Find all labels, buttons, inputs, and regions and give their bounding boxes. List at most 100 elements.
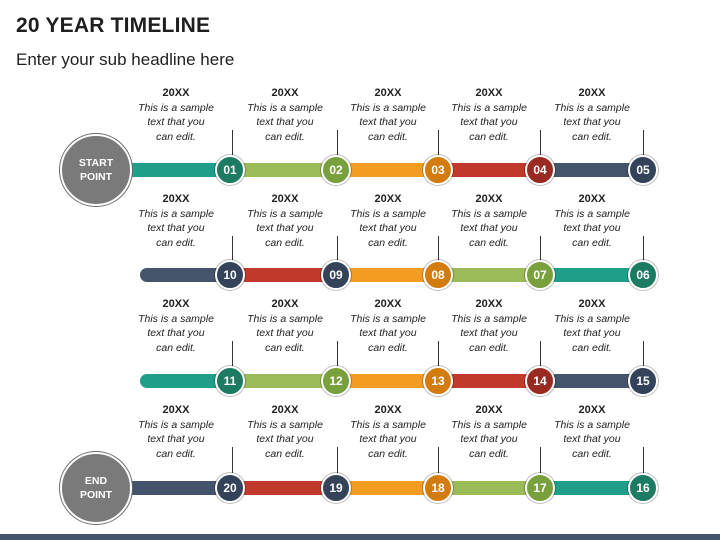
milestone-node: 04 (525, 155, 555, 185)
milestone-connector (232, 447, 233, 473)
milestone-year: 20XX (578, 404, 606, 416)
milestone-description: can edit. (368, 447, 408, 460)
milestone-connector (540, 130, 541, 155)
timeline-bar-segment (230, 481, 336, 495)
milestone-node: 17 (525, 473, 555, 503)
milestone-connector (337, 130, 338, 155)
milestone-description: text that you (147, 433, 205, 445)
milestone-description: text that you (563, 327, 621, 339)
milestone-description: text that you (147, 327, 205, 339)
milestone-node: 05 (628, 155, 658, 185)
milestone-node: 15 (628, 366, 658, 396)
milestone-node: 06 (628, 260, 658, 290)
milestone-connector (337, 341, 338, 366)
milestone-label: 20XX This is a sample text that you can edi… (542, 192, 642, 250)
milestone-description: This is a sample (350, 101, 426, 114)
milestone-label: 20XX This is a sample text that you can edi… (126, 297, 226, 355)
milestone-node: 07 (525, 260, 555, 290)
milestone-description: can edit. (368, 236, 408, 249)
milestone-description: can edit. (156, 341, 196, 354)
milestone-description: This is a sample (138, 207, 214, 220)
timeline-bar-segment (128, 163, 230, 177)
milestone-description: This is a sample (138, 418, 214, 431)
milestone-label: 20XX This is a sample text that you can edi… (126, 403, 226, 461)
timeline-bar-segment (540, 268, 643, 282)
milestone-label: 20XX This is a sample text that you can edi… (439, 403, 539, 461)
end-label-line2: POINT (79, 489, 113, 501)
milestone-description: text that you (256, 327, 314, 339)
milestone-description: text that you (256, 433, 314, 445)
milestone-description: This is a sample (451, 101, 527, 114)
timeline-bar-segment (140, 268, 230, 282)
milestone-description: can edit. (572, 236, 612, 249)
milestone-description: text that you (460, 327, 518, 339)
milestone-node: 11 (215, 366, 245, 396)
milestone-node: 13 (423, 366, 453, 396)
milestone-node: 12 (321, 366, 351, 396)
milestone-label: 20XX This is a sample text that you can edi… (126, 192, 226, 250)
milestone-connector (232, 130, 233, 155)
milestone-description: This is a sample (554, 101, 630, 114)
timeline-bar-segment (438, 374, 540, 388)
milestone-connector (643, 130, 644, 155)
milestone-year: 20XX (374, 298, 402, 310)
milestone-label: 20XX This is a sample text that you can edi… (439, 86, 539, 144)
milestone-connector (232, 341, 233, 366)
milestone-description: This is a sample (247, 207, 323, 220)
milestone-label: 20XX This is a sample text that you can edi… (542, 86, 642, 144)
milestone-description: This is a sample (451, 418, 527, 431)
milestone-year: 20XX (475, 298, 503, 310)
page-subtitle: Enter your sub headline here (16, 50, 235, 69)
timeline-bar-segment (336, 374, 438, 388)
milestone-description: can edit. (265, 447, 305, 460)
milestone-year: 20XX (162, 87, 190, 99)
milestone-description: can edit. (265, 130, 305, 143)
milestone-description: This is a sample (247, 312, 323, 325)
milestone-connector (540, 236, 541, 260)
milestone-node: 16 (628, 473, 658, 503)
milestone-description: text that you (460, 116, 518, 128)
milestone-node: 03 (423, 155, 453, 185)
milestone-year: 20XX (162, 298, 190, 310)
timeline-bar-segment (540, 163, 643, 177)
milestone-description: text that you (147, 222, 205, 234)
milestone-description: can edit. (156, 236, 196, 249)
milestone-description: text that you (563, 116, 621, 128)
milestone-description: can edit. (265, 236, 305, 249)
milestone-description: text that you (359, 327, 417, 339)
timeline-bar-segment (438, 268, 540, 282)
milestone-description: This is a sample (451, 312, 527, 325)
milestone-description: This is a sample (350, 418, 426, 431)
milestone-year: 20XX (271, 404, 299, 416)
timeline-bar-segment (336, 163, 438, 177)
milestone-connector (540, 341, 541, 366)
milestone-node: 01 (215, 155, 245, 185)
bottom-band (0, 534, 720, 540)
milestone-description: This is a sample (138, 312, 214, 325)
milestone-connector (438, 236, 439, 260)
milestone-year: 20XX (578, 298, 606, 310)
milestone-year: 20XX (578, 87, 606, 99)
milestone-year: 20XX (271, 193, 299, 205)
timeline-bar-segment (128, 481, 230, 495)
milestone-node: 14 (525, 366, 555, 396)
milestone-description: can edit. (156, 447, 196, 460)
milestone-description: This is a sample (451, 207, 527, 220)
milestone-label: 20XX This is a sample text that you can edi… (235, 403, 335, 461)
milestone-description: can edit. (469, 447, 509, 460)
milestone-label: 20XX This is a sample text that you can edi… (338, 86, 438, 144)
milestone-connector (337, 236, 338, 260)
start-label-line2: POINT (79, 171, 113, 183)
milestone-year: 20XX (374, 193, 402, 205)
timeline-bar-segment (140, 374, 230, 388)
milestone-label: 20XX This is a sample text that you can edi… (542, 403, 642, 461)
timeline-bar-segment (230, 374, 336, 388)
milestone-connector (540, 447, 541, 473)
milestone-description: can edit. (156, 130, 196, 143)
end-label-line1: END (84, 475, 108, 487)
milestone-year: 20XX (162, 404, 190, 416)
milestone-label: 20XX This is a sample text that you can edi… (235, 86, 335, 144)
milestone-label: 20XX This is a sample text that you can edi… (126, 86, 226, 144)
milestone-connector (643, 341, 644, 366)
milestone-description: text that you (359, 433, 417, 445)
